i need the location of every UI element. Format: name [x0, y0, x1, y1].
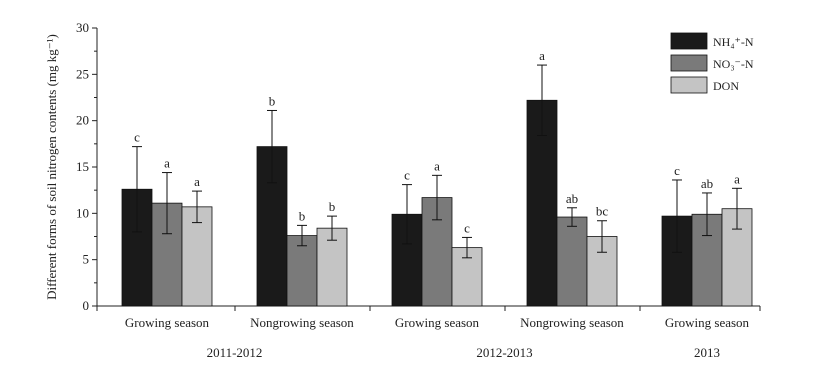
bar [316, 227, 348, 307]
legend-label: NO₃⁻-N [713, 57, 754, 71]
x-category-label: Growing season [395, 315, 480, 330]
legend-label: NH₄⁺-N [713, 35, 754, 49]
x-category-label: Growing season [665, 315, 750, 330]
significance-letter: b [269, 93, 276, 108]
year-group-label: 2013 [694, 345, 720, 360]
significance-letter: a [734, 171, 740, 186]
legend-label: DON [713, 79, 739, 93]
legend-swatch [670, 54, 708, 72]
bar [556, 216, 588, 307]
x-category-label: Nongrowing season [520, 315, 624, 330]
x-category-label: Growing season [125, 315, 210, 330]
significance-letter: ab [701, 176, 713, 191]
y-tick-label: 20 [76, 113, 89, 128]
significance-letter: a [539, 48, 545, 63]
significance-letter: c [404, 168, 410, 183]
y-tick-label: 30 [76, 20, 89, 35]
x-axis: Growing season Nongrowing season Growing s… [96, 305, 761, 360]
x-category-label: Nongrowing season [250, 315, 354, 330]
y-tick-label: 25 [76, 66, 89, 81]
legend-swatch [670, 32, 708, 50]
bar [286, 235, 318, 307]
y-axis-title: Different forms of soil nitrogen content… [44, 34, 59, 300]
y-axis: 0 5 10 15 20 25 30 [76, 20, 98, 313]
y-tick-label: 0 [83, 298, 90, 313]
significance-letter: c [674, 163, 680, 178]
significance-letter: a [194, 174, 200, 189]
legend: NH₄⁺-N NO₃⁻-N DON [670, 32, 754, 94]
significance-letter: b [299, 208, 306, 223]
significance-letter: c [134, 130, 140, 145]
y-tick-label: 10 [76, 205, 89, 220]
bar [181, 206, 213, 307]
legend-swatch [670, 76, 708, 94]
y-tick-label: 5 [83, 252, 90, 267]
significance-letter: b [329, 199, 336, 214]
significance-letter: c [464, 220, 470, 235]
significance-letter: a [164, 156, 170, 171]
significance-letter: bc [596, 204, 609, 219]
year-group-label: 2012-2013 [476, 345, 532, 360]
significance-letter: a [434, 158, 440, 173]
year-group-label: 2011-2012 [207, 345, 263, 360]
y-tick-label: 15 [76, 159, 89, 174]
significance-letter: ab [566, 191, 578, 206]
